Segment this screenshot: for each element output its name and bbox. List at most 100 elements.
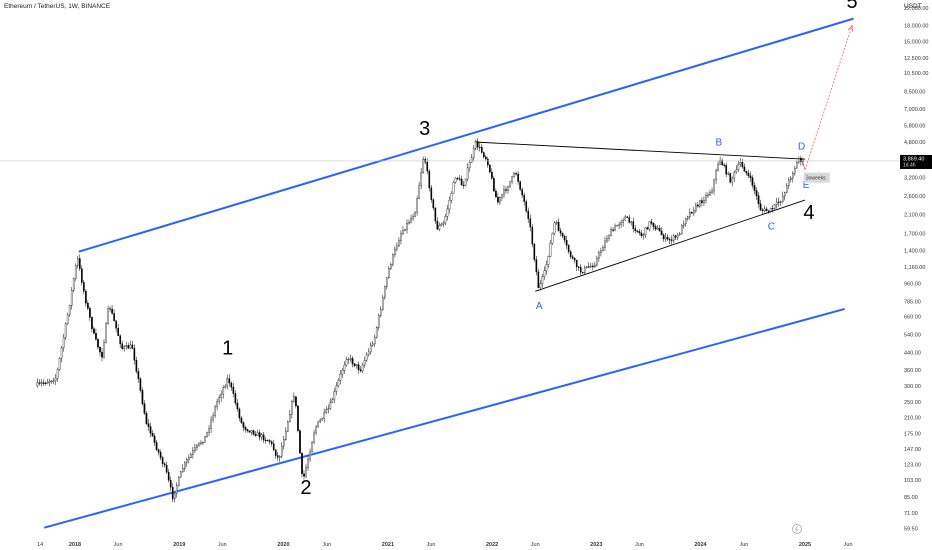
- candle-body: [541, 276, 544, 284]
- y-tick-label: 785.00: [904, 299, 921, 305]
- candle-body: [695, 204, 697, 211]
- candle-body: [414, 212, 416, 217]
- candle-body: [192, 450, 194, 455]
- candle-body: [46, 381, 49, 384]
- candle-body: [648, 221, 651, 230]
- candle-body: [600, 250, 602, 253]
- x-tick-label: 2020: [277, 542, 289, 548]
- candle-body: [769, 208, 772, 212]
- candles-layer: [36, 138, 804, 503]
- triangle-upper[interactable]: [474, 141, 806, 160]
- candle-body: [434, 207, 437, 222]
- candle-body: [559, 230, 562, 234]
- candle-body: [458, 178, 461, 180]
- candle-body: [705, 194, 707, 201]
- candle-body: [339, 373, 342, 381]
- candle-body: [586, 266, 588, 268]
- candle-body: [68, 305, 71, 316]
- candle-body: [472, 147, 475, 158]
- candle-body: [796, 161, 798, 169]
- channel-upper[interactable]: [78, 17, 854, 253]
- candle-body: [313, 432, 315, 443]
- candle-body: [529, 218, 532, 228]
- candle-body: [470, 157, 473, 163]
- candle-body: [408, 222, 410, 224]
- x-tick-label: 2018: [69, 542, 81, 548]
- wave-label-E: E: [803, 180, 810, 191]
- candle-body: [357, 364, 360, 370]
- candle-body: [482, 152, 485, 158]
- candle-body: [121, 343, 124, 349]
- candle-body: [184, 462, 186, 469]
- candle-body: [113, 313, 115, 321]
- candle-body: [561, 233, 564, 237]
- candle-body: [297, 405, 299, 431]
- candle-body: [707, 194, 709, 196]
- candle-body: [222, 387, 225, 395]
- candle-body: [379, 309, 382, 316]
- candle-body: [268, 440, 271, 442]
- y-tick-label: 360.00: [904, 368, 921, 374]
- y-tick-label: 85.00: [904, 495, 918, 501]
- candle-body: [105, 323, 107, 343]
- projection[interactable]: [804, 25, 853, 170]
- candle-body: [749, 175, 752, 178]
- x-tick-label: 2025: [799, 542, 811, 548]
- wave-label-B: B: [715, 138, 722, 149]
- candle-body: [480, 146, 483, 153]
- candle-body: [262, 434, 265, 441]
- candle-body: [767, 210, 770, 212]
- candle-body: [636, 230, 639, 232]
- candle-body: [390, 263, 392, 269]
- candle-body: [226, 378, 229, 387]
- trendline-layer: [43, 17, 854, 529]
- y-tick-label: 2,600.00: [904, 194, 925, 200]
- candle-body: [394, 248, 396, 255]
- candle-body: [214, 406, 216, 416]
- channel-lower[interactable]: [43, 307, 845, 529]
- y-tick-label: 175.00: [904, 431, 921, 437]
- candle-body: [535, 259, 538, 273]
- y-tick-label: 1,400.00: [904, 248, 925, 254]
- candle-body: [177, 476, 180, 486]
- candle-body: [674, 235, 677, 238]
- candle-body: [327, 408, 330, 410]
- triangle-lower[interactable]: [535, 199, 806, 292]
- candle-body: [622, 219, 625, 223]
- candle-body: [581, 272, 584, 274]
- candle-body: [551, 233, 554, 244]
- flash-icon-glyph: [794, 525, 798, 533]
- candle-body: [531, 226, 534, 245]
- candle-body: [430, 187, 433, 200]
- candle-body: [608, 235, 610, 239]
- candle-body: [604, 240, 606, 248]
- candle-body: [182, 468, 184, 472]
- candle-body: [198, 442, 200, 446]
- y-tick-label: 7,000.00: [904, 107, 925, 113]
- flash-icon[interactable]: [792, 524, 802, 534]
- candle-body: [741, 162, 744, 168]
- candle-body: [254, 434, 257, 436]
- candle-body: [489, 164, 491, 173]
- candle-body: [165, 464, 168, 473]
- candle-body: [438, 225, 441, 230]
- candle-body: [565, 239, 568, 246]
- candle-body: [553, 222, 556, 234]
- candle-body: [678, 233, 681, 236]
- candle-body: [365, 354, 368, 361]
- candle-body: [802, 158, 804, 162]
- wave-label-5: 5: [847, 0, 858, 13]
- y-tick-label: 660.00: [904, 315, 921, 321]
- candle-body: [188, 457, 190, 460]
- y-tick-label: 4,800.00: [904, 140, 925, 146]
- y-tick-label: 2,100.00: [904, 213, 925, 219]
- y-tick-label: 18,000.00: [904, 24, 928, 30]
- candle-body: [78, 258, 81, 269]
- candle-body: [147, 423, 150, 427]
- candle-body: [487, 158, 489, 166]
- candle-body: [171, 487, 174, 500]
- candle-body: [220, 394, 223, 398]
- candle-body: [499, 196, 501, 203]
